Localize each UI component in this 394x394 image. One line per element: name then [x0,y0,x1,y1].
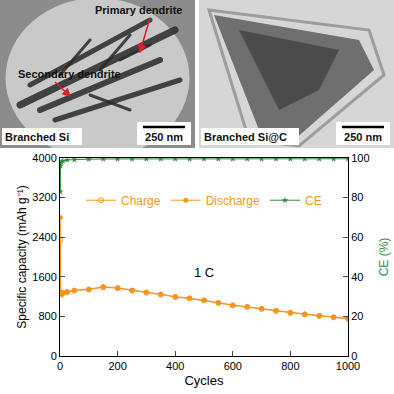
svg-text:800: 800 [38,310,56,322]
svg-text:0: 0 [57,360,63,372]
svg-text:250 nm: 250 nm [145,131,183,143]
svg-text:Primary dendrite: Primary dendrite [95,4,182,16]
svg-text:1000: 1000 [336,360,360,372]
svg-text:Specific capacity (mAh g⁻¹): Specific capacity (mAh g⁻¹) [15,185,29,328]
svg-text:3200: 3200 [32,191,56,203]
svg-text:0: 0 [51,350,57,362]
svg-text:Discharge: Discharge [206,194,260,208]
svg-text:400: 400 [166,360,184,372]
svg-text:1 C: 1 C [194,265,214,280]
svg-text:1600: 1600 [32,271,56,283]
svg-text:Secondary dendrite: Secondary dendrite [18,68,121,80]
svg-text:200: 200 [108,360,126,372]
svg-text:CE: CE [305,194,322,208]
svg-text:600: 600 [224,360,242,372]
svg-text:4000: 4000 [32,152,56,164]
svg-text:100: 100 [351,152,369,164]
svg-text:CE (%): CE (%) [377,238,391,277]
svg-text:2400: 2400 [32,231,56,243]
svg-text:Branched Si@C: Branched Si@C [204,131,287,143]
svg-text:Cycles: Cycles [184,373,224,388]
svg-text:20: 20 [351,310,363,322]
svg-text:0: 0 [351,350,357,362]
svg-text:Branched Si: Branched Si [5,131,69,143]
svg-text:40: 40 [351,271,363,283]
svg-text:80: 80 [351,191,363,203]
svg-text:250 nm: 250 nm [344,131,382,143]
svg-text:Charge: Charge [121,194,161,208]
svg-text:60: 60 [351,231,363,243]
svg-text:800: 800 [281,360,299,372]
